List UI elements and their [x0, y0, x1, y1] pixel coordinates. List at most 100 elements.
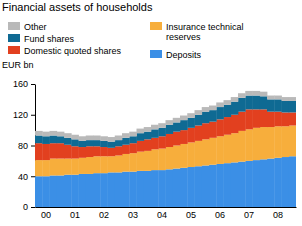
- bar-segment: [129, 143, 137, 153]
- bar-segment: [282, 97, 290, 101]
- bar-segment: [57, 143, 65, 158]
- bar-segment: [79, 136, 87, 141]
- bar-segment: [35, 136, 43, 144]
- bar-segment: [260, 109, 268, 127]
- bar-segment: [202, 139, 210, 165]
- bar-segment: [129, 172, 137, 207]
- bar-segment: [187, 142, 195, 167]
- bar-segment: [180, 120, 188, 130]
- bar-segment: [144, 127, 152, 132]
- bar-segment: [158, 123, 166, 128]
- bar-segment: [166, 120, 174, 125]
- bar-segment: [151, 138, 159, 150]
- y-tick: 0: [23, 202, 35, 212]
- bar-segment: [245, 91, 253, 96]
- bar-segment: [267, 159, 275, 207]
- bar-segment: [180, 116, 188, 121]
- bar-segment: [274, 99, 282, 111]
- bar-segment: [267, 99, 275, 111]
- bar-segment: [224, 135, 232, 163]
- bar-segment: [187, 118, 195, 128]
- x-tick-label: 01: [70, 210, 80, 220]
- bar-segment: [231, 133, 239, 162]
- bar-segment: [245, 109, 253, 129]
- bar-segment: [108, 172, 116, 207]
- bar-segment: [122, 133, 130, 138]
- y-tick-label: 0: [23, 202, 28, 212]
- bar-segment: [151, 149, 159, 170]
- bar-segment: [64, 138, 72, 145]
- legend-swatch: [150, 22, 162, 30]
- x-tick: 05: [186, 207, 196, 220]
- bar-segment: [209, 106, 217, 111]
- bar-segment: [108, 156, 116, 172]
- bar-segment: [129, 132, 137, 137]
- bar-segment: [42, 136, 50, 144]
- bar-segment: [260, 127, 268, 159]
- bar-segment: [129, 153, 137, 171]
- bar-segment: [238, 98, 246, 112]
- x-tick: 00: [41, 207, 51, 220]
- x-tick: 04: [157, 207, 167, 220]
- bar-segment: [209, 110, 217, 122]
- bar-segment: [202, 123, 210, 139]
- legend-label: Other: [24, 22, 47, 32]
- y-tick: 120: [13, 110, 35, 120]
- bar-segment: [187, 128, 195, 143]
- bar-segment: [115, 155, 123, 172]
- x-tick: 01: [70, 207, 80, 220]
- series-bars: [35, 126, 296, 177]
- bar-segment: [253, 91, 261, 96]
- bar-segment: [93, 146, 101, 156]
- y-tick-mark: [31, 176, 35, 177]
- legend-swatch: [8, 46, 20, 54]
- bar-segment: [86, 136, 94, 141]
- bar-segment: [35, 131, 43, 136]
- bar-segment: [35, 160, 43, 176]
- x-tick: 07: [244, 207, 254, 220]
- bar-segment: [137, 129, 145, 134]
- bar-segment: [86, 157, 94, 174]
- bar-segment: [173, 122, 181, 131]
- series-bars: [35, 96, 296, 148]
- bar-segment: [180, 168, 188, 207]
- bar-segment: [216, 102, 224, 107]
- bar-segment: [224, 163, 232, 207]
- bar-segment: [209, 122, 217, 138]
- bar-segment: [100, 147, 108, 156]
- series-bars: [35, 91, 296, 142]
- x-tick-label: 06: [215, 210, 225, 220]
- bar-segment: [245, 96, 253, 110]
- legend-label: Domestic quoted shares: [24, 46, 122, 56]
- y-axis: 04080120160: [13, 79, 36, 212]
- legend-item: Other: [8, 22, 47, 32]
- bar-segment: [260, 96, 268, 109]
- bar-segment: [64, 145, 72, 159]
- bar-segment: [238, 93, 246, 98]
- bar-segment: [289, 126, 296, 157]
- bar-segment: [274, 96, 282, 100]
- y-tick-mark: [31, 207, 35, 208]
- bar-segment: [282, 112, 290, 126]
- bar-segment: [42, 132, 50, 137]
- bar-segment: [57, 159, 65, 176]
- bar-segment: [253, 128, 261, 160]
- bar-segment: [50, 159, 58, 176]
- bar-segment: [100, 141, 108, 147]
- bar-segment: [71, 159, 79, 175]
- bar-segment: [216, 107, 224, 119]
- bar-segment: [93, 173, 101, 207]
- bar-segment: [195, 115, 203, 126]
- bar-segment: [224, 105, 232, 117]
- bar-segment: [100, 173, 108, 207]
- legend: DepositsInsurance technicalreservesDomes…: [8, 22, 244, 60]
- x-tick: 02: [99, 207, 109, 220]
- y-tick-mark: [31, 146, 35, 147]
- bar-segment: [79, 174, 87, 207]
- bar-segment: [57, 175, 65, 207]
- bar-segment: [64, 175, 72, 207]
- bar-segment: [245, 161, 253, 207]
- bar-segment: [108, 142, 116, 148]
- bar-segment: [231, 115, 239, 133]
- bar-segment: [238, 131, 246, 162]
